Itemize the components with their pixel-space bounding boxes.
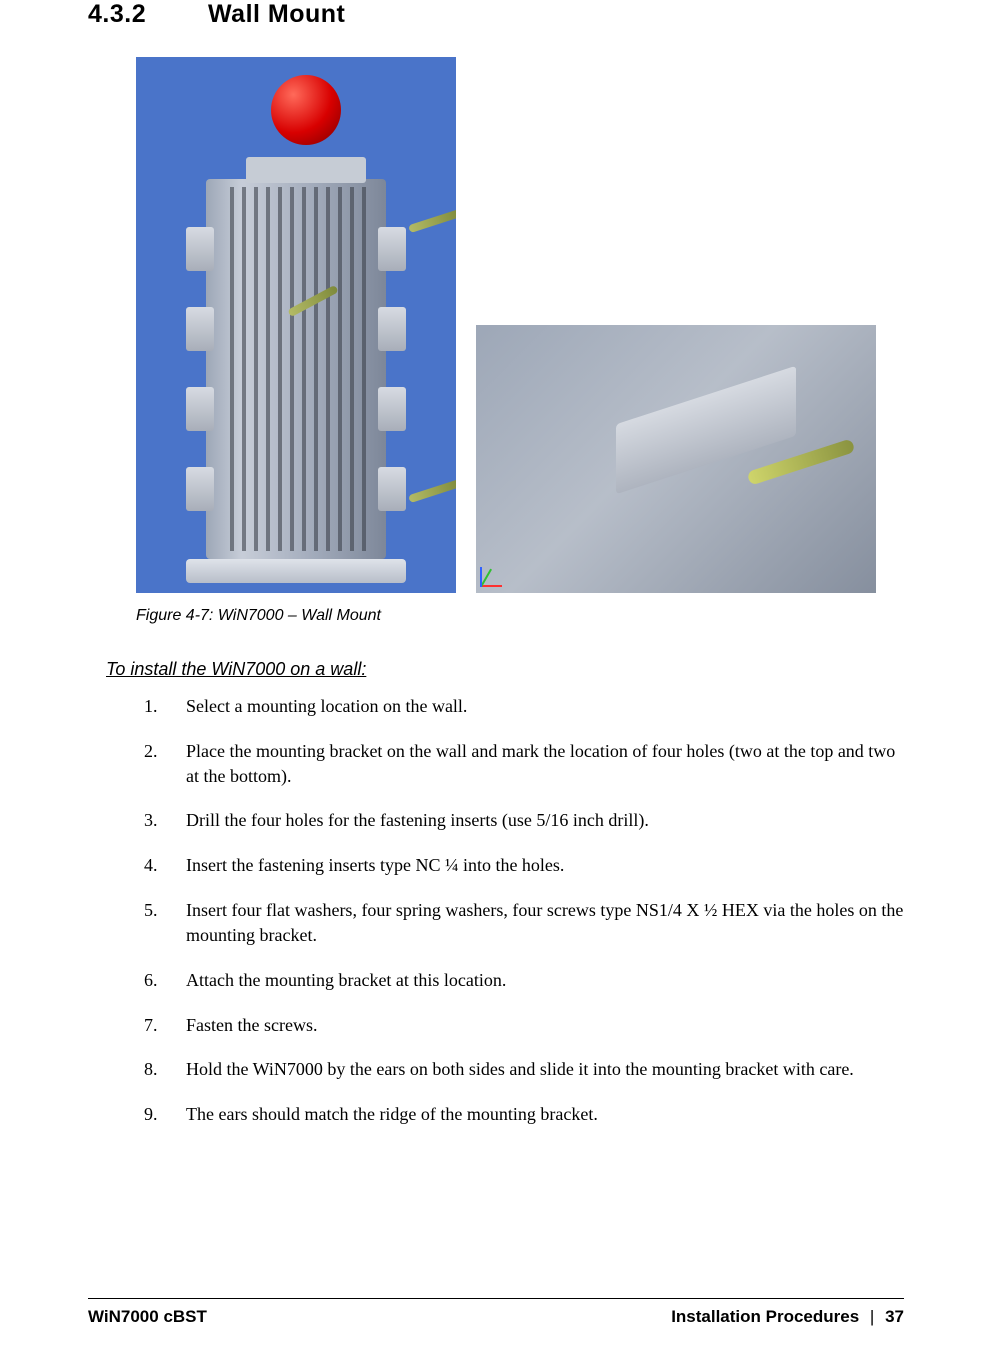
footer-separator: | — [864, 1307, 880, 1326]
cad-mount-ear — [378, 227, 406, 271]
cad-mount-ear — [378, 387, 406, 431]
figure-main — [136, 57, 456, 593]
cad-mount-ear — [378, 467, 406, 511]
step-item: Place the mounting bracket on the wall a… — [144, 739, 904, 789]
install-subheading: To install the WiN7000 on a wall: — [106, 659, 904, 680]
step-item: Select a mounting location on the wall. — [144, 694, 904, 719]
step-item: Insert the fastening inserts type NC ¼ i… — [144, 853, 904, 878]
step-item: Fasten the screws. — [144, 1013, 904, 1038]
cad-base-plate — [186, 559, 406, 583]
step-item: Attach the mounting bracket at this loca… — [144, 968, 904, 993]
section-number: 4.3.2 — [88, 0, 208, 29]
cad-bolt — [408, 479, 456, 503]
section-heading: 4.3.2 Wall Mount — [88, 0, 904, 29]
cad-connector-plate — [246, 157, 366, 183]
install-steps: Select a mounting location on the wall. … — [144, 694, 904, 1127]
footer-section-title: Installation Procedures — [671, 1307, 859, 1326]
cad-axis-triad-icon — [482, 561, 508, 587]
figure-detail — [476, 325, 876, 593]
cad-unit-body — [206, 179, 386, 559]
step-item: Drill the four holes for the fastening i… — [144, 808, 904, 833]
footer-left: WiN7000 cBST — [88, 1307, 207, 1327]
figure-row — [136, 57, 904, 593]
cad-mount-ear — [186, 387, 214, 431]
cad-bolt — [408, 209, 456, 233]
page: 4.3.2 Wall Mount — [0, 0, 992, 1361]
cad-mount-ear — [186, 227, 214, 271]
cad-antenna-dome — [271, 75, 341, 145]
step-item: Insert four flat washers, four spring wa… — [144, 898, 904, 948]
cad-mount-ear — [186, 307, 214, 351]
figure-caption: Figure 4-7: WiN7000 – Wall Mount — [136, 607, 904, 625]
section-title: Wall Mount — [208, 0, 345, 29]
step-item: Hold the WiN7000 by the ears on both sid… — [144, 1057, 904, 1082]
cad-mount-ear — [186, 467, 214, 511]
footer-right: Installation Procedures | 37 — [671, 1307, 904, 1327]
cad-mount-ear — [378, 307, 406, 351]
step-item: The ears should match the ridge of the m… — [144, 1102, 904, 1127]
footer-page-number: 37 — [885, 1307, 904, 1326]
page-footer: WiN7000 cBST Installation Procedures | 3… — [88, 1298, 904, 1327]
